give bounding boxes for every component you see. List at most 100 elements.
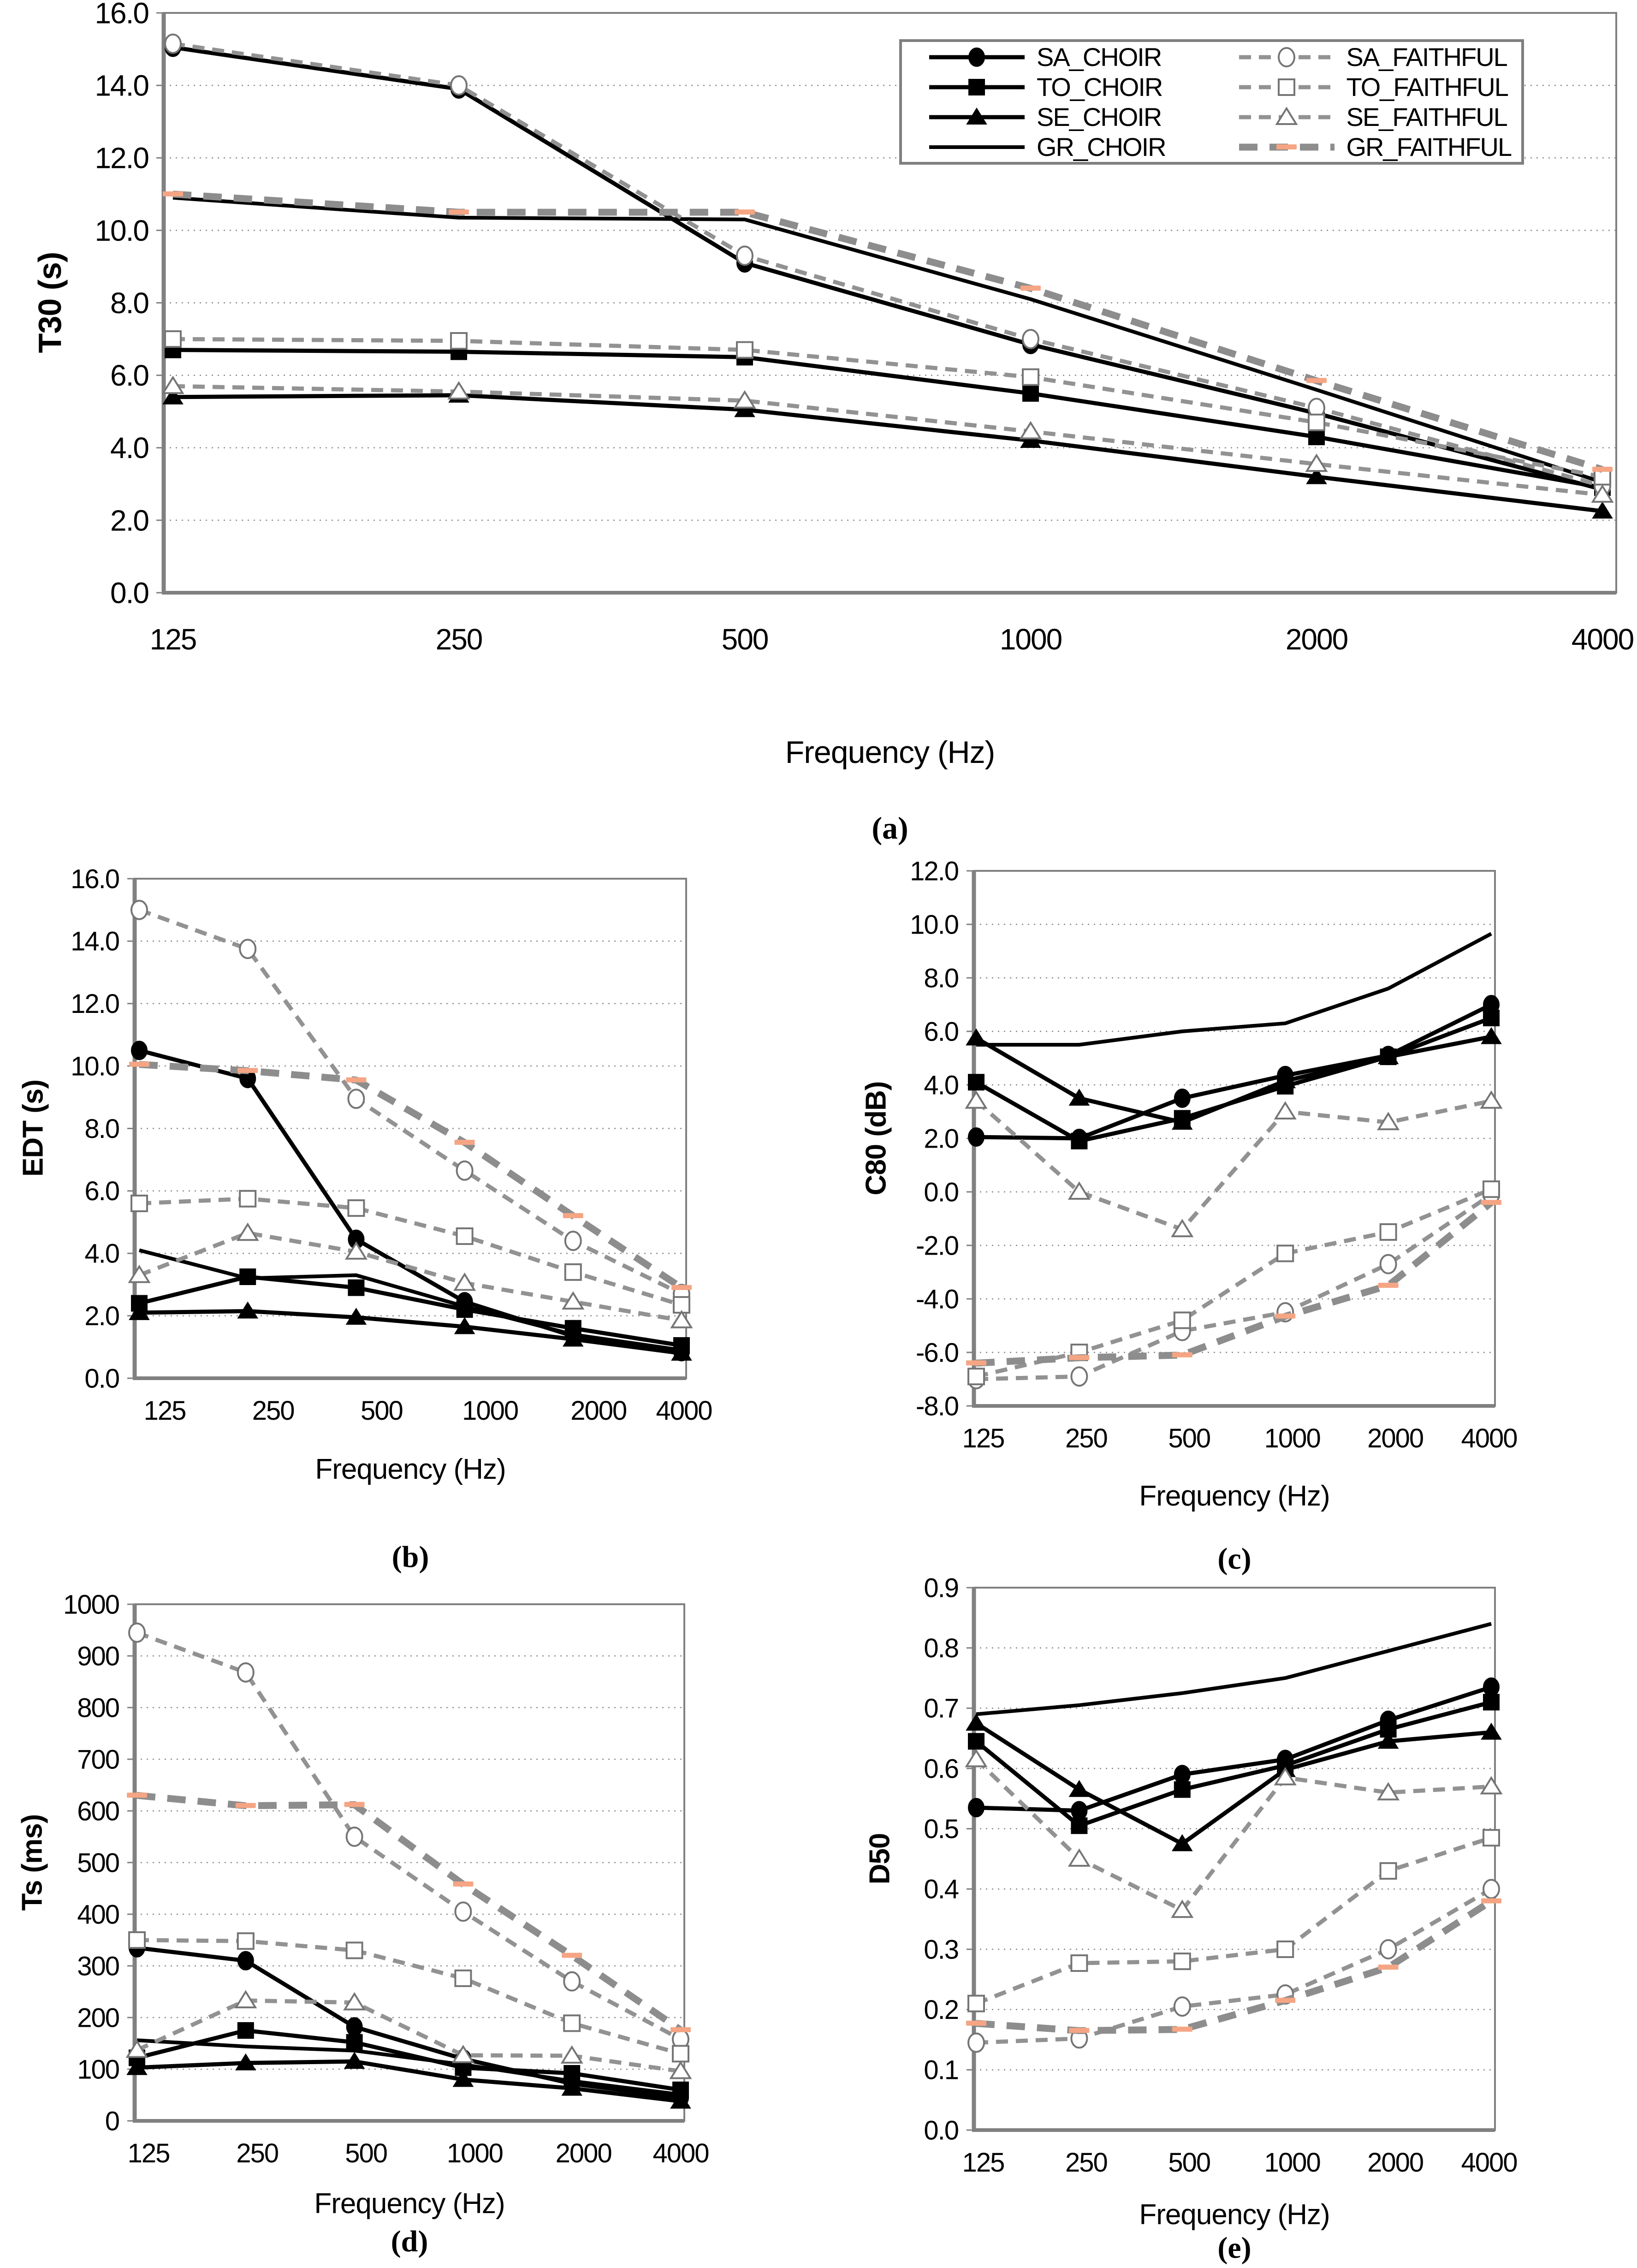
marker-triangle (237, 1301, 258, 1319)
y-tick-label: 600 (77, 1796, 119, 1826)
marker-square (1022, 368, 1039, 386)
marker-triangle (1305, 453, 1328, 472)
series-SE_CHOIR (966, 1027, 1502, 1130)
marker-square (1379, 1862, 1397, 1880)
marker-square (967, 1994, 985, 2012)
marker-circle (1174, 1089, 1191, 1108)
marker-square (164, 330, 182, 348)
legend-sample-gr_choir (929, 145, 1025, 149)
marker-square (1174, 1781, 1191, 1798)
y-tick-label: 800 (77, 1693, 119, 1723)
marker-dash (966, 1360, 986, 1366)
y-tick-label: 10.0 (95, 214, 148, 247)
x-tick-label: 250 (1065, 1423, 1107, 1453)
marker-triangle (965, 1749, 988, 1768)
series-SE_CHOIR (126, 2052, 691, 2109)
y-tick-label: 0 (105, 2106, 119, 2136)
marker-triangle (1171, 1219, 1194, 1238)
marker-triangle (125, 2039, 148, 2058)
marker-triangle (1171, 1899, 1194, 1918)
marker-circle (239, 939, 257, 959)
marker-triangle (236, 1222, 259, 1241)
marker-circle (450, 75, 468, 96)
x-tick-label: 1000 (1264, 1423, 1320, 1453)
x-tick-label: 125 (962, 2148, 1004, 2178)
marker-dash (1378, 1283, 1399, 1288)
marker-triangle (343, 1992, 366, 2011)
marker-triangle (1068, 1089, 1090, 1106)
plot-border (973, 1587, 1496, 2131)
marker-dash (344, 1802, 365, 1807)
caption-a: (a) (872, 810, 908, 845)
marker-circle (1022, 329, 1039, 350)
marker-square (239, 1190, 257, 1208)
marker-square (1483, 1829, 1500, 1847)
legend-sample-to_choir (929, 78, 1025, 95)
x-tick-label: 125 (144, 1396, 186, 1426)
marker-dash (1069, 1355, 1090, 1360)
marker-circle (967, 2032, 985, 2053)
marker-triangle (966, 1714, 987, 1731)
marker-square (130, 1194, 148, 1212)
legend-item-sa_choir: SA_CHOIR (902, 42, 1212, 72)
marker-triangle (1068, 1780, 1090, 1797)
series-line (172, 348, 1603, 490)
series-line (136, 1792, 683, 2033)
marker-dash (562, 1953, 582, 1958)
marker-square (672, 2045, 689, 2063)
marker-circle (1483, 1879, 1500, 1899)
y-tick-label: 2.0 (110, 504, 148, 537)
marker-square (1308, 429, 1325, 446)
legend-label: SE_FAITHFUL (1346, 102, 1508, 131)
marker-square (1276, 1941, 1294, 1958)
legend-label: GR_FAITHFUL (1346, 132, 1512, 161)
marker-dash (735, 209, 755, 215)
marker-circle (164, 33, 182, 54)
y-tick-label: -2.0 (916, 1231, 958, 1261)
marker-dash (1378, 1964, 1399, 1970)
marker-dash (1275, 1998, 1296, 2003)
marker-triangle (344, 2052, 365, 2069)
x-tick-label: 500 (1168, 1423, 1210, 1453)
marker-triangle (1019, 421, 1042, 440)
series-SE_FAITHFUL (965, 1749, 1503, 1918)
legend-sample-se_faithful (1239, 106, 1335, 125)
x-tick-label: 1000 (1264, 2148, 1320, 2178)
marker-square (968, 78, 985, 95)
series-SE_FAITHFUL (125, 1990, 692, 2079)
series-line (976, 1193, 1493, 1381)
y-axis-title-d50: D50 (864, 1833, 896, 1885)
y-tick-label: 700 (77, 1744, 119, 1774)
series-line (138, 1274, 682, 1348)
series-GR_CHOIR (976, 932, 1492, 1047)
marker-triangle (1068, 1848, 1091, 1867)
y-tick-label: 1000 (63, 1589, 119, 1619)
y-tick-label: 14.0 (71, 927, 119, 957)
series-line (975, 1700, 1492, 1828)
series-GR_CHOIR (172, 196, 1603, 484)
series-GR_FAITHFUL (129, 1061, 692, 1291)
legend-item-se_choir: SE_CHOIR (902, 102, 1212, 132)
chart-e: 0.0 0.1 0.2 0.3 0.4 0.5 0.6 0.7 0.8 0.9 125 250 500 1… (924, 1573, 1518, 2178)
marker-square (1071, 1132, 1088, 1149)
marker-triangle (671, 1343, 692, 1361)
marker-dash (1481, 1898, 1501, 1904)
x-tick-label: 250 (236, 2138, 278, 2168)
legend-label: SA_FAITHFUL (1346, 42, 1508, 71)
marker-circle (1379, 1254, 1397, 1274)
marker-dash (670, 2027, 691, 2032)
x-tick-label: 4000 (1461, 1423, 1517, 1453)
y-tick-label: 0.0 (924, 2115, 958, 2145)
y-axis-title-edt: EDT (s) (17, 1080, 49, 1177)
marker-dash (671, 1285, 692, 1290)
legend-item-to_choir: TO_CHOIR (902, 72, 1212, 102)
y-tick-label: 12.0 (910, 856, 958, 886)
marker-triangle (966, 107, 987, 125)
series-line (139, 1309, 682, 1356)
x-tick-label: 500 (1168, 2148, 1210, 2178)
x-tick-label: 1000 (447, 2138, 503, 2168)
y-tick-label: 4.0 (110, 431, 148, 464)
series-line (974, 1758, 1492, 1913)
series-line (172, 337, 1603, 479)
